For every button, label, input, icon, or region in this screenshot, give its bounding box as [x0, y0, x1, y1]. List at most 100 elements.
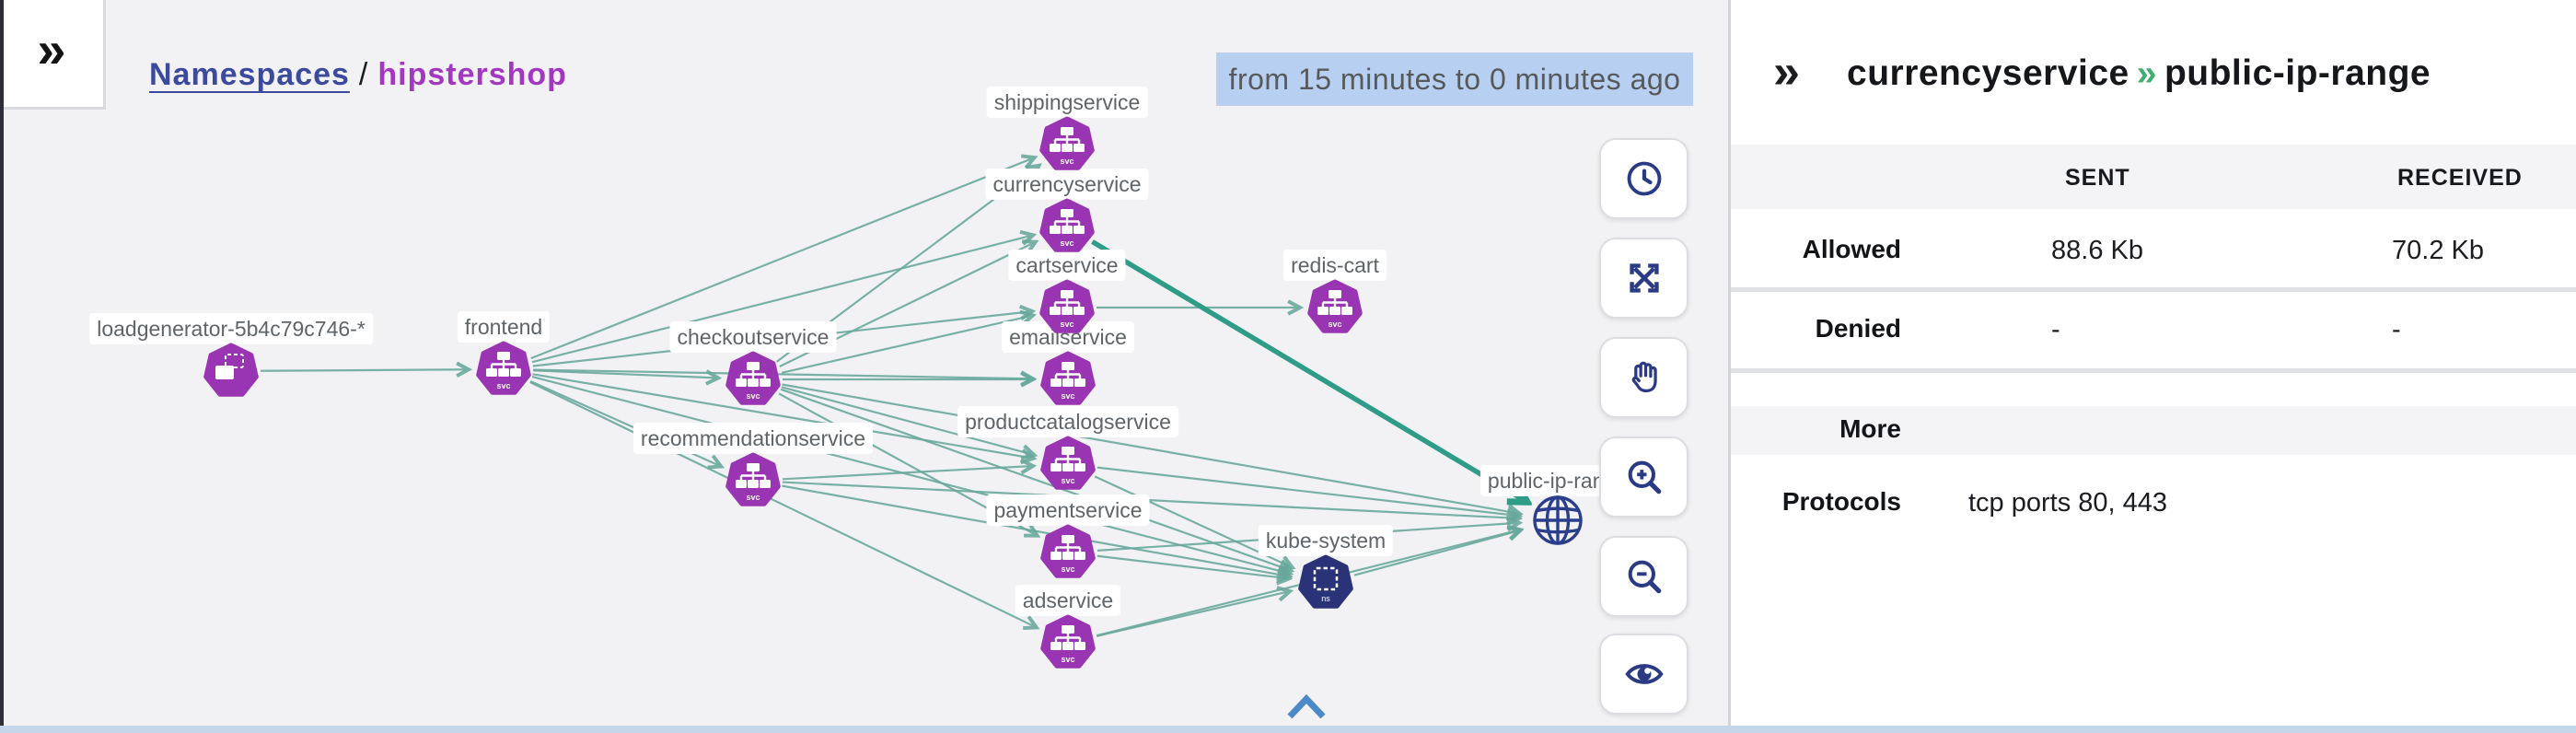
breadcrumb: Namespaces / hipstershop: [149, 57, 567, 93]
denied-sent-value: -: [2051, 315, 2060, 344]
node-frontend-icon[interactable]: svc: [474, 340, 533, 403]
fit-screen-button[interactable]: [1599, 238, 1688, 319]
node-cartservice-icon[interactable]: svc: [1038, 278, 1097, 342]
target-service-name: public-ip-range: [2164, 53, 2431, 93]
svg-text:svc: svc: [1061, 655, 1074, 664]
node-adservice-icon[interactable]: svc: [1039, 613, 1097, 677]
denied-received-value: -: [2392, 315, 2401, 344]
edge-currencyservice-to-public-ip-range[interactable]: [1091, 239, 1523, 499]
visibility-button[interactable]: [1599, 634, 1688, 715]
collapsed-sidebar-strip: [0, 0, 4, 733]
table-header-band: [1731, 145, 2576, 209]
node-label-paymentservice: paymentservice: [986, 494, 1150, 526]
time-range-label[interactable]: from 15 minutes to 0 minutes ago: [1216, 52, 1693, 106]
svg-text:ns: ns: [1321, 594, 1330, 603]
node-loadgenerator-icon[interactable]: [202, 342, 261, 405]
edge-productcatalogservice-to-kube-system[interactable]: [1094, 475, 1291, 566]
magnifier-plus-icon: [1628, 460, 1661, 494]
eye-icon: [1624, 664, 1664, 684]
edge-recommendationservice-to-productcatalogservice[interactable]: [782, 466, 1031, 481]
edge-frontend-to-emailservice[interactable]: [532, 368, 1031, 379]
edge-frontend-to-checkoutservice[interactable]: [532, 369, 716, 378]
time-range-text: from 15 minutes to 0 minutes ago: [1228, 62, 1681, 96]
received-column-header: RECEIVED: [2397, 165, 2523, 191]
node-currencyservice-icon[interactable]: svc: [1038, 197, 1097, 261]
svg-text:svc: svc: [746, 391, 760, 401]
time-range-button[interactable]: [1599, 138, 1688, 219]
svg-text:svc: svc: [1328, 320, 1341, 329]
node-label-shippingservice: shippingservice: [986, 87, 1148, 118]
node-kube-system-icon[interactable]: ns: [1296, 553, 1355, 617]
edge-kube-system-to-public-ip-range[interactable]: [1353, 530, 1519, 576]
edge-checkoutservice-to-productcatalogservice[interactable]: [781, 386, 1032, 454]
edge-checkoutservice-to-public-ip-range[interactable]: [782, 383, 1518, 514]
source-service-name: currencyservice: [1847, 53, 2129, 93]
edge-frontend-to-productcatalogservice[interactable]: [532, 373, 1032, 458]
svg-text:svc: svc: [1060, 157, 1073, 166]
zoom-out-button[interactable]: [1599, 536, 1688, 617]
node-paymentservice-icon[interactable]: svc: [1039, 523, 1097, 587]
chevron-up-icon[interactable]: [1283, 691, 1329, 724]
panel-divider: [1728, 0, 1731, 733]
sent-column-header: SENT: [2065, 165, 2130, 191]
node-label-loadgenerator: loadgenerator-5b4c79c746-*: [89, 313, 373, 344]
breadcrumb-current-namespace: hipstershop: [377, 57, 567, 92]
clock-icon: [1627, 161, 1661, 196]
node-checkoutservice-icon[interactable]: svc: [724, 350, 783, 413]
edge-frontend-to-shippingservice[interactable]: [530, 158, 1033, 360]
edge-recommendationservice-to-public-ip-range[interactable]: [782, 481, 1517, 518]
edge-frontend-to-currencyservice[interactable]: [531, 236, 1031, 364]
node-label-redis-cart: redis-cart: [1283, 250, 1387, 281]
node-label-productcatalogservice: productcatalogservice: [957, 406, 1178, 437]
node-label-kube-system: kube-system: [1258, 525, 1394, 556]
node-productcatalogservice-icon[interactable]: svc: [1039, 435, 1097, 498]
node-shippingservice-icon[interactable]: svc: [1038, 115, 1097, 179]
more-section-label: More: [1839, 414, 1901, 443]
connection-title: currencyservice» public-ip-range: [1847, 53, 2431, 94]
connection-details-panel: » currencyservice» public-ip-range SENT R…: [1731, 0, 2576, 733]
svg-text:svc: svc: [1061, 564, 1074, 574]
row-divider: [1731, 368, 2576, 373]
node-label-frontend: frontend: [457, 311, 551, 343]
edge-loadgenerator-to-frontend[interactable]: [260, 369, 467, 371]
node-emailservice-icon[interactable]: svc: [1039, 350, 1097, 413]
edge-frontend-to-kube-system[interactable]: [531, 375, 1288, 573]
more-section-band: [1731, 406, 2576, 455]
svg-text:svc: svc: [1060, 320, 1073, 329]
svg-text:svc: svc: [496, 381, 510, 390]
sidebar-expand-button[interactable]: »: [0, 0, 106, 110]
node-label-currencyservice: currencyservice: [985, 169, 1149, 200]
double-chevron-right-icon: »: [1773, 45, 1800, 99]
pan-button[interactable]: [1599, 337, 1688, 418]
edge-checkoutservice-to-kube-system[interactable]: [780, 388, 1289, 570]
magnifier-minus-icon: [1628, 560, 1661, 594]
panel-collapse-button[interactable]: »: [1773, 48, 1800, 96]
edge-checkoutservice-to-cartservice[interactable]: [781, 316, 1031, 374]
edge-recommendationservice-to-kube-system[interactable]: [782, 484, 1288, 576]
zoom-in-button[interactable]: [1599, 436, 1688, 518]
edge-productcatalogservice-to-public-ip-range[interactable]: [1097, 466, 1517, 516]
protocols-value: tcp ports 80, 443: [1968, 488, 2168, 518]
double-chevron-right-icon: »: [37, 20, 66, 78]
svg-text:svc: svc: [1061, 476, 1074, 485]
svg-text:svc: svc: [746, 493, 760, 502]
edge-adservice-to-kube-system[interactable]: [1096, 591, 1288, 637]
node-public-ip-range-globe-icon[interactable]: [1530, 493, 1585, 553]
node-label-cartservice: cartservice: [1008, 250, 1126, 281]
bottom-scrollbar[interactable]: [0, 726, 2576, 733]
svg-text:svc: svc: [1061, 391, 1074, 401]
node-recommendationservice-icon[interactable]: svc: [724, 451, 783, 515]
edge-frontend-to-adservice[interactable]: [529, 380, 1035, 627]
node-label-adservice: adservice: [1015, 585, 1121, 616]
edge-paymentservice-to-kube-system[interactable]: [1097, 554, 1288, 578]
node-label-checkoutservice: checkoutservice: [669, 321, 837, 353]
breadcrumb-namespaces-link[interactable]: Namespaces: [149, 57, 350, 92]
expand-arrows-icon: [1629, 263, 1659, 293]
svg-text:svc: svc: [1060, 239, 1073, 248]
node-redis-cart-icon[interactable]: svc: [1305, 278, 1364, 342]
node-label-recommendationservice: recommendationservice: [632, 423, 874, 454]
flow-arrow-icon: »: [2136, 53, 2157, 93]
breadcrumb-separator: /: [358, 57, 369, 92]
hand-icon: [1631, 361, 1657, 393]
